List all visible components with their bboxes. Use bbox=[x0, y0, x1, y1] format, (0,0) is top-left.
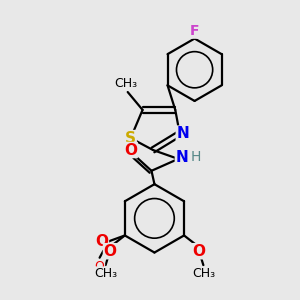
Text: CH₃: CH₃ bbox=[192, 267, 215, 280]
Text: O: O bbox=[95, 234, 109, 249]
Text: O: O bbox=[192, 244, 206, 259]
Text: H: H bbox=[191, 149, 201, 164]
Text: F: F bbox=[190, 24, 199, 38]
Text: O: O bbox=[124, 142, 137, 158]
Text: S: S bbox=[125, 130, 136, 146]
Text: N: N bbox=[176, 126, 189, 141]
Text: O: O bbox=[95, 260, 104, 273]
Text: N: N bbox=[176, 150, 188, 165]
Text: CH₃: CH₃ bbox=[115, 77, 138, 90]
Text: O: O bbox=[103, 244, 116, 259]
Text: CH₃: CH₃ bbox=[94, 267, 117, 280]
